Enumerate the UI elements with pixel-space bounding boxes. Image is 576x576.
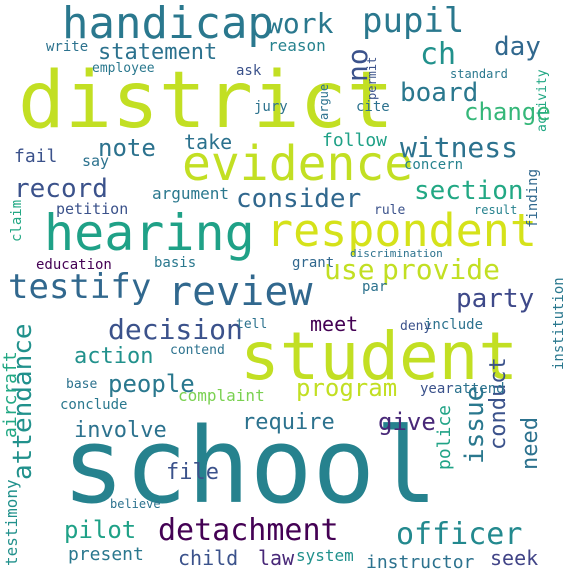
word: officer [396, 517, 523, 552]
word: work [266, 7, 334, 40]
word: detachment [158, 513, 339, 548]
word: say [82, 152, 110, 170]
word: consider [236, 184, 362, 214]
word: police [434, 404, 455, 470]
word: party [456, 284, 535, 314]
word: provide [382, 253, 501, 286]
word: permit [365, 56, 379, 100]
word: tell [236, 317, 268, 332]
word: require [242, 410, 335, 435]
word: law [258, 546, 295, 570]
word: reason [268, 36, 326, 55]
word: ask [236, 63, 262, 79]
word: day [494, 32, 541, 62]
word: present [68, 544, 144, 565]
word: concern [404, 157, 464, 173]
word: par [362, 279, 388, 295]
word: evidence [182, 136, 414, 192]
word: follow [322, 130, 388, 151]
word: record [14, 174, 108, 204]
word: institution [551, 277, 567, 370]
word: statement [98, 40, 218, 65]
word: pupil [362, 1, 465, 41]
word: believe [110, 497, 161, 511]
word: write [46, 39, 89, 55]
word: district [18, 56, 394, 146]
word: cite [356, 99, 390, 115]
word: board [400, 78, 479, 108]
word: claim [9, 199, 25, 242]
word: basis [154, 255, 197, 271]
word: section [414, 176, 524, 206]
word: review [168, 269, 313, 315]
word: finding [525, 168, 541, 228]
word: rule [374, 203, 406, 218]
word: change [464, 98, 551, 126]
word: employee [92, 61, 155, 76]
word: file [166, 460, 219, 485]
word: testimony [2, 479, 21, 566]
word: testify [8, 267, 152, 307]
word: deny [400, 319, 432, 334]
word: petition [56, 200, 129, 218]
word: respondent [266, 204, 537, 257]
word: decision [108, 313, 243, 346]
word: hearing [44, 204, 255, 262]
word: use [324, 253, 375, 286]
word: jury [254, 99, 288, 115]
word: pilot [64, 516, 137, 544]
word: base [66, 377, 98, 392]
word: witness [400, 131, 519, 164]
word: handicap [62, 0, 274, 49]
word: student [240, 318, 519, 395]
word: argue [317, 83, 331, 120]
word: argument [152, 184, 230, 203]
word: program [296, 374, 398, 402]
word: education [36, 257, 112, 273]
word: take [184, 130, 233, 154]
word: activity [535, 69, 550, 132]
word: contend [170, 343, 225, 358]
word: seek [490, 546, 539, 570]
word: result [474, 203, 518, 217]
word: instructor [366, 552, 475, 573]
word: ch [420, 37, 457, 72]
word: conclude [60, 397, 128, 413]
word: attend [454, 381, 505, 397]
word: system [296, 546, 354, 565]
word: include [424, 317, 484, 333]
word: grant [292, 255, 335, 271]
word: year [420, 381, 454, 397]
word: action [74, 344, 154, 369]
word: involve [74, 418, 167, 443]
word: standard [450, 67, 508, 81]
word: child [178, 546, 239, 570]
word: note [98, 134, 156, 162]
word: give [378, 408, 436, 436]
word: school [62, 405, 438, 527]
word: people [108, 370, 195, 398]
word: issue [460, 385, 490, 464]
word: aircraft [0, 351, 21, 438]
word: need [518, 417, 543, 470]
word: discrimination [350, 247, 443, 260]
word: meet [310, 312, 359, 336]
word: complaint [178, 386, 265, 405]
word: fail [14, 146, 58, 167]
word: conduct [486, 357, 511, 450]
